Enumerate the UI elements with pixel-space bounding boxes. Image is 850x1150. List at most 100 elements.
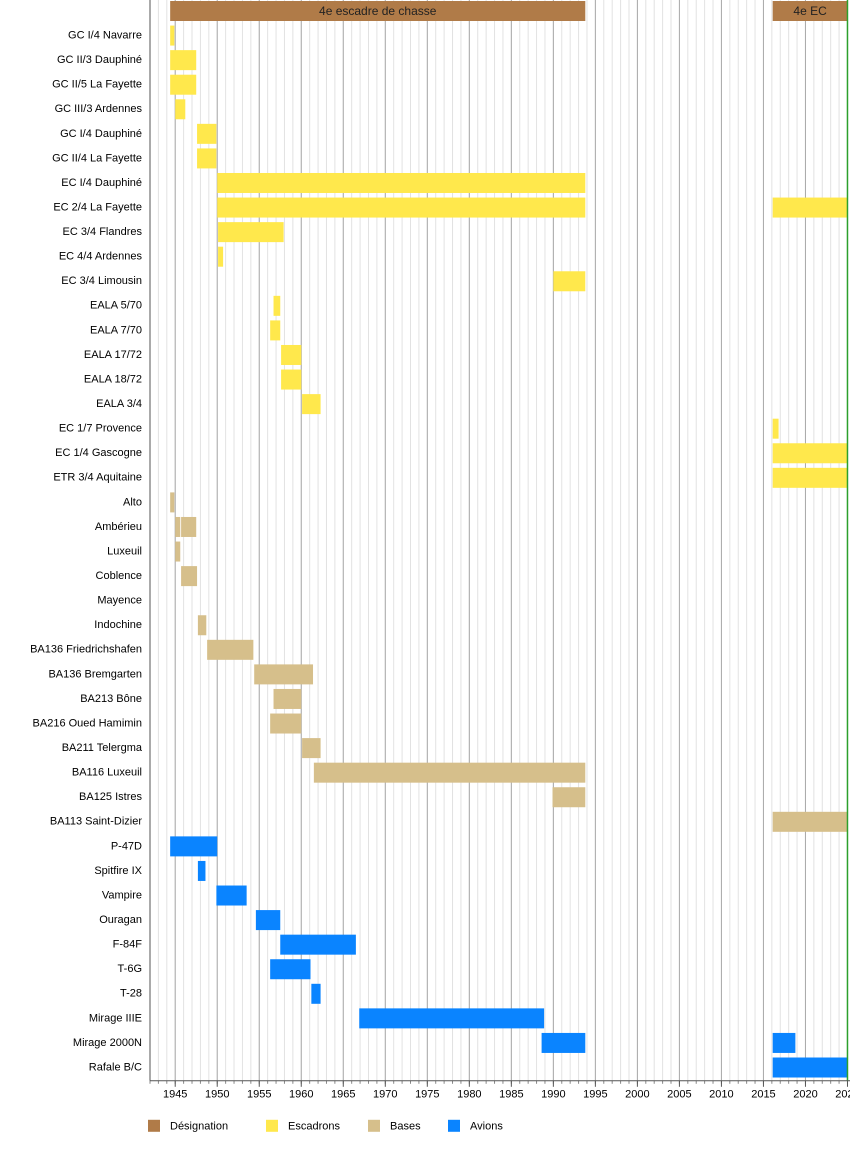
bar	[255, 910, 281, 931]
row-label: Coblence	[96, 570, 142, 582]
bar	[772, 1057, 848, 1078]
legend: Désignation Escadrons Bases Avions	[148, 1119, 503, 1133]
row-label: P-47D	[111, 840, 142, 852]
bar	[175, 99, 186, 120]
legend-swatch	[266, 1119, 278, 1132]
bar	[281, 369, 302, 390]
bar	[553, 271, 586, 292]
legend-swatch	[368, 1119, 380, 1132]
bar	[181, 516, 197, 537]
legend-label: Bases	[390, 1121, 421, 1133]
row-label: EALA 7/70	[90, 324, 142, 336]
bar	[217, 172, 586, 193]
bar	[359, 1008, 545, 1029]
bar-label: 4e EC	[793, 4, 827, 18]
x-tick-label: 1970	[373, 1089, 397, 1101]
legend-swatch	[448, 1119, 460, 1132]
row-label: BA213 Bône	[80, 693, 142, 705]
row-label: Rafale B/C	[89, 1061, 142, 1073]
x-tick-label: 1950	[205, 1089, 229, 1101]
row-label: EALA 18/72	[84, 373, 142, 385]
legend-label: Désignation	[170, 1121, 228, 1133]
legend-swatch	[148, 1119, 160, 1132]
bar	[270, 713, 302, 734]
bar	[772, 1, 848, 21]
row-label: BA116 Luxeuil	[72, 767, 142, 779]
bar	[170, 492, 175, 513]
x-tick-label: 2025	[835, 1089, 850, 1101]
bar	[197, 148, 217, 169]
row-label: Luxeuil	[107, 545, 142, 557]
bar	[281, 344, 302, 365]
grid	[149, 0, 848, 1081]
bar	[273, 688, 302, 709]
bar	[270, 320, 281, 341]
x-tick-label: 1960	[289, 1089, 313, 1101]
x-tick-label: 2015	[751, 1089, 775, 1101]
row-label: Ouragan	[99, 914, 142, 926]
x-tick-label: 1975	[415, 1089, 439, 1101]
bar	[772, 197, 848, 218]
bar	[181, 566, 198, 587]
bar	[772, 418, 779, 439]
row-label: EC 3/4 Limousin	[61, 275, 142, 287]
bar	[541, 1032, 586, 1053]
row-label: EALA 5/70	[90, 300, 142, 312]
legend-label: Escadrons	[288, 1121, 340, 1133]
row-label: Mayence	[97, 595, 142, 607]
bar	[175, 516, 181, 537]
bar	[552, 787, 586, 808]
row-label: F-84F	[113, 939, 143, 951]
bar	[217, 197, 586, 218]
row-label: GC II/4 La Fayette	[52, 152, 142, 164]
bar	[218, 222, 284, 243]
x-tick-label: 2020	[793, 1089, 817, 1101]
row-label: Alto	[123, 496, 142, 508]
bar	[254, 664, 314, 685]
bar-label: 4e escadre de chasse	[319, 4, 437, 18]
row-label: EC 3/4 Flandres	[63, 226, 143, 238]
row-label: EC 4/4 Ardennes	[59, 251, 143, 263]
bar	[197, 860, 206, 881]
row-label: GC I/4 Dauphiné	[60, 128, 142, 140]
bar	[170, 50, 197, 71]
bar	[772, 811, 848, 832]
row-label: BA136 Friedrichshafen	[30, 644, 142, 656]
bar	[273, 295, 281, 316]
x-tick-label: 1995	[583, 1089, 607, 1101]
x-tick-label: 1980	[457, 1089, 481, 1101]
row-label: GC II/3 Dauphiné	[57, 54, 142, 66]
bar	[772, 1032, 796, 1053]
row-label: Vampire	[102, 889, 142, 901]
x-tick-label: 1955	[247, 1089, 271, 1101]
x-tick-label: 1945	[163, 1089, 187, 1101]
x-tick-label: 1965	[331, 1089, 355, 1101]
bar	[772, 443, 848, 464]
x-tick-label: 2010	[709, 1089, 733, 1101]
bar	[170, 1, 586, 21]
row-label: EC I/4 Dauphiné	[61, 177, 142, 189]
x-tick-label: 1985	[499, 1089, 523, 1101]
row-label: Indochine	[94, 619, 142, 631]
x-tick-label: 2000	[625, 1089, 649, 1101]
bar	[313, 762, 586, 783]
row-label: T-28	[120, 988, 142, 1000]
row-label: BA125 Istres	[79, 791, 142, 803]
row-label: BA113 Saint-Dizier	[50, 816, 142, 828]
row-label: T-6G	[118, 963, 142, 975]
bar	[302, 394, 321, 415]
bars: 4e escadre de chasse 4e EC GC I/4 Navarre G…	[30, 0, 849, 1081]
row-label: Mirage 2000N	[73, 1037, 142, 1049]
bar	[302, 738, 321, 759]
row-label: EALA 3/4	[96, 398, 142, 410]
bar	[170, 25, 175, 46]
row-label: Mirage IIIE	[89, 1012, 142, 1024]
row-label: GC III/3 Ardennes	[55, 103, 143, 115]
x-tick-label: 2005	[667, 1089, 691, 1101]
row-label: EC 1/4 Gascogne	[55, 447, 142, 459]
row-label: Ambérieu	[95, 521, 142, 533]
x-tick-label: 1990	[541, 1089, 565, 1101]
row-label: EC 1/7 Provence	[59, 423, 142, 435]
row-label: EALA 17/72	[84, 349, 142, 361]
